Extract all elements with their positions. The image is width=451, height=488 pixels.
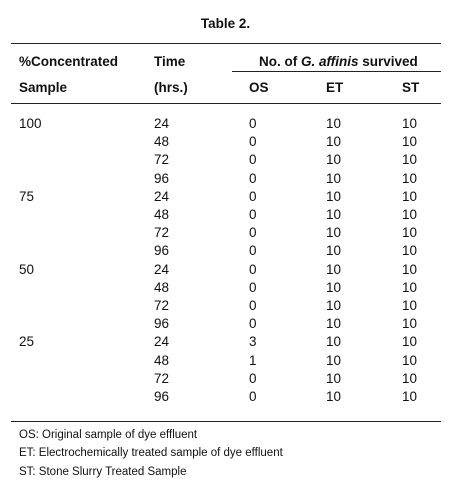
- os-cell: 0: [249, 243, 257, 259]
- os-cell: 0: [249, 207, 257, 222]
- header-rule: [11, 103, 441, 104]
- sample-cell: 25: [19, 334, 35, 350]
- st-cell: 10: [402, 207, 418, 222]
- st-cell: 10: [402, 279, 418, 295]
- time-cell: 48: [154, 352, 170, 368]
- os-cell: 0: [249, 316, 257, 332]
- footnote-et: ET: Electrochemically treated sample of …: [19, 447, 283, 459]
- st-cell: 10: [402, 352, 418, 368]
- os-cell: 0: [249, 261, 257, 277]
- et-cell: 10: [326, 207, 342, 222]
- et-cell: 10: [326, 352, 342, 368]
- et-cell: 10: [326, 279, 342, 295]
- et-cell: 10: [326, 298, 342, 313]
- st-cell: 10: [402, 243, 418, 259]
- time-cell: 24: [154, 116, 170, 131]
- sample-header-line2: Sample: [19, 80, 68, 95]
- time-cell: 24: [154, 188, 170, 204]
- os-cell: 0: [249, 152, 257, 168]
- sample-cell: 50: [19, 261, 35, 277]
- et-cell: 10: [326, 261, 342, 277]
- os-cell: 0: [249, 188, 257, 204]
- st-cell: 10: [402, 134, 418, 150]
- time-cell: 72: [154, 370, 170, 386]
- time-cell: 96: [154, 170, 170, 186]
- et-cell: 10: [326, 225, 342, 241]
- bottom-rule: [11, 421, 441, 422]
- time-header-line1: Time: [154, 54, 186, 69]
- footnote-st: ST: Stone Slurry Treated Sample: [19, 466, 187, 478]
- os-cell: 1: [249, 352, 257, 368]
- time-cell: 24: [154, 334, 170, 350]
- top-rule: [11, 43, 441, 44]
- time-cell: 48: [154, 279, 170, 295]
- st-cell: 10: [402, 389, 418, 404]
- st-cell: 10: [402, 116, 418, 131]
- os-header: OS: [249, 80, 269, 95]
- st-cell: 10: [402, 170, 418, 186]
- st-cell: 10: [402, 316, 418, 332]
- survived-header-prefix: No. of: [259, 54, 301, 69]
- st-cell: 10: [402, 225, 418, 241]
- os-cell: 0: [249, 298, 257, 313]
- et-cell: 10: [326, 334, 342, 350]
- os-cell: 0: [249, 279, 257, 295]
- os-cell: 0: [249, 116, 257, 131]
- survived-header-suffix: survived: [358, 54, 418, 69]
- time-header-line2: (hrs.): [154, 80, 188, 95]
- et-cell: 10: [326, 134, 342, 150]
- st-cell: 10: [402, 370, 418, 386]
- sample-header-line1: %Concentrated: [19, 54, 119, 69]
- os-cell: 0: [249, 134, 257, 150]
- et-header: ET: [326, 80, 344, 95]
- et-cell: 10: [326, 243, 342, 259]
- et-cell: 10: [326, 170, 342, 186]
- os-cell: 3: [249, 334, 257, 350]
- et-cell: 10: [326, 389, 342, 404]
- st-header: ST: [402, 80, 420, 95]
- time-cell: 72: [154, 225, 170, 241]
- st-cell: 10: [402, 152, 418, 168]
- survived-header: No. of G. affinis survived: [259, 54, 418, 69]
- st-cell: 10: [402, 334, 418, 350]
- et-cell: 10: [326, 188, 342, 204]
- sample-cell: 75: [19, 188, 35, 204]
- time-cell: 48: [154, 134, 170, 150]
- os-cell: 0: [249, 370, 257, 386]
- footnote-os: OS: Original sample of dye effluent: [19, 429, 198, 441]
- os-cell: 0: [249, 170, 257, 186]
- time-cell: 96: [154, 316, 170, 332]
- et-cell: 10: [326, 316, 342, 332]
- sample-cell: 100: [19, 116, 42, 131]
- time-cell: 72: [154, 298, 170, 313]
- time-cell: 96: [154, 243, 170, 259]
- et-cell: 10: [326, 152, 342, 168]
- os-cell: 0: [249, 225, 257, 241]
- os-cell: 0: [249, 389, 257, 404]
- st-cell: 10: [402, 188, 418, 204]
- survived-underline: [232, 71, 441, 72]
- survived-header-species: G. affinis: [301, 54, 359, 69]
- table-title: Table 2.: [200, 16, 251, 31]
- et-cell: 10: [326, 370, 342, 386]
- time-cell: 96: [154, 389, 170, 404]
- time-cell: 48: [154, 207, 170, 222]
- et-cell: 10: [326, 116, 342, 131]
- time-cell: 72: [154, 152, 170, 168]
- st-cell: 10: [402, 261, 418, 277]
- time-cell: 24: [154, 261, 170, 277]
- st-cell: 10: [402, 298, 418, 313]
